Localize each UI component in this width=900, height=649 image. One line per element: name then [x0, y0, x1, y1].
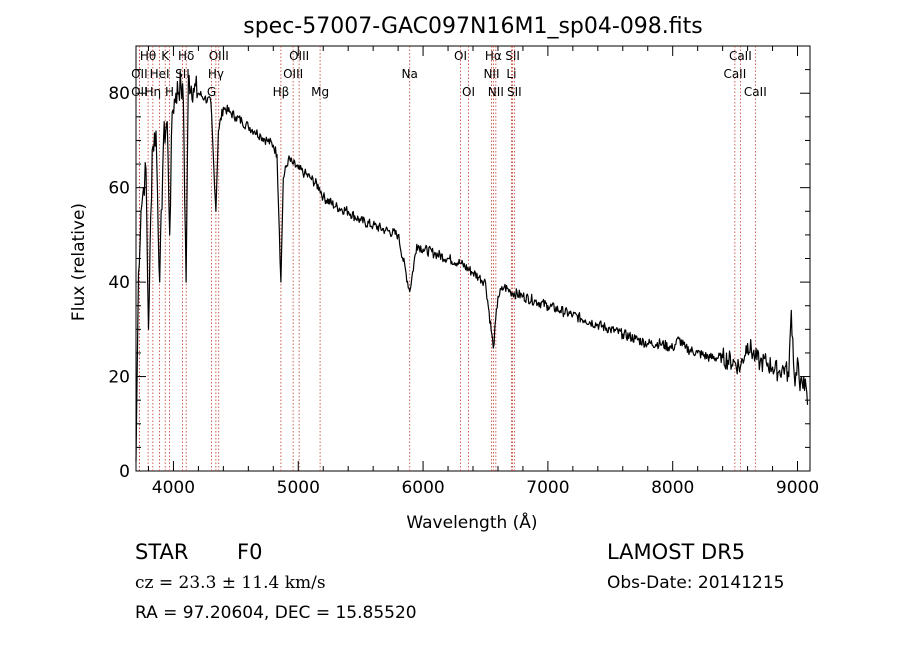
spectral-line-label: OI — [462, 85, 475, 99]
y-tick-label: 60 — [108, 179, 130, 199]
spectral-line-label: H — [165, 85, 174, 99]
y-tick-label: 20 — [108, 368, 130, 388]
x-tick-label: 6000 — [401, 478, 444, 498]
spectral-line-label: Hα — [485, 49, 502, 63]
redshift-velocity: cz = 23.3 ± 11.4 km/s — [135, 573, 326, 593]
chart-title: spec-57007-GAC097N16M1_sp04-098.fits — [243, 14, 703, 39]
survey-release: LAMOST DR5 — [607, 540, 746, 564]
spectral-line-label: NII — [483, 67, 499, 81]
spectral-line-label: SII — [175, 67, 190, 81]
y-tick-label: 40 — [108, 273, 130, 293]
y-tick-label: 0 — [119, 462, 130, 482]
spectral-line-label: Li — [506, 67, 516, 81]
spectral-line-label: Hγ — [208, 67, 224, 81]
spectral-line-label: OIII — [283, 67, 303, 81]
spectral-line-label: OIII — [209, 49, 229, 63]
x-tick-label: 5000 — [277, 478, 320, 498]
spectral-line-label: G — [207, 85, 216, 99]
x-tick-label: 7000 — [526, 478, 569, 498]
plot-frame — [135, 45, 811, 472]
spectral-line-label: SII — [505, 49, 520, 63]
spectral-line-label: OII — [131, 85, 148, 99]
spectral-line-label: OIII — [289, 49, 309, 63]
spectral-line-label: CaII — [723, 67, 746, 81]
observation-date: Obs-Date: 20141215 — [607, 573, 785, 593]
x-axis-label: Wavelength (Å) — [406, 511, 537, 533]
x-tick-label: 8000 — [651, 478, 694, 498]
object-class: STAR — [135, 540, 189, 564]
axis-tick-labels: 4000 5000 6000 7000 8000 9000 0 20 40 60 80 — [108, 84, 819, 498]
ra-dec-coordinates: RA = 97.20604, DEC = 15.85520 — [135, 603, 417, 623]
spectral-line-label: SII — [507, 85, 522, 99]
spectral-line-label: CaII — [729, 49, 752, 63]
x-tick-label: 4000 — [152, 478, 195, 498]
spectral-line-label: OI — [454, 49, 467, 63]
spectral-line-label: Mg — [311, 85, 329, 99]
spectral-line-label: Hβ — [273, 85, 290, 99]
spectral-line-label: Hη — [145, 85, 162, 99]
spectral-line-label: Na — [402, 67, 418, 81]
spectrum-line — [135, 70, 809, 462]
axis-ticks — [136, 46, 810, 472]
object-subclass: F0 — [237, 540, 263, 564]
spectral-line-label: Hδ — [178, 49, 194, 63]
spectral-line-label: CaII — [744, 85, 767, 99]
x-tick-label: 9000 — [776, 478, 819, 498]
spectral-line-label: K — [161, 49, 170, 63]
spectral-line-label: NII — [488, 85, 504, 99]
spectral-line-label: HeI — [150, 67, 170, 81]
spectral-line-label: Hθ — [140, 49, 156, 63]
y-tick-label: 80 — [108, 84, 130, 104]
y-axis-label: Flux (relative) — [69, 203, 89, 321]
